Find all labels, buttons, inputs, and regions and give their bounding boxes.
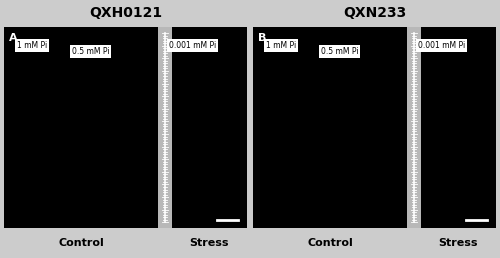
Text: QXN233: QXN233 (343, 6, 406, 20)
Text: Stress: Stress (438, 238, 478, 247)
Text: A: A (8, 33, 18, 43)
Text: 0.5 mM Pi: 0.5 mM Pi (72, 47, 109, 56)
Text: 1 mM Pi: 1 mM Pi (266, 41, 296, 50)
Text: Control: Control (58, 238, 104, 247)
Text: Stress: Stress (190, 238, 229, 247)
Text: 0.5 mM Pi: 0.5 mM Pi (320, 47, 358, 56)
Text: B: B (258, 33, 266, 43)
Text: Control: Control (308, 238, 353, 247)
Text: 0.001 mM Pi: 0.001 mM Pi (169, 41, 216, 50)
Text: 1 mM Pi: 1 mM Pi (16, 41, 47, 50)
Text: QXH0121: QXH0121 (89, 6, 162, 20)
Text: 0.001 mM Pi: 0.001 mM Pi (418, 41, 466, 50)
